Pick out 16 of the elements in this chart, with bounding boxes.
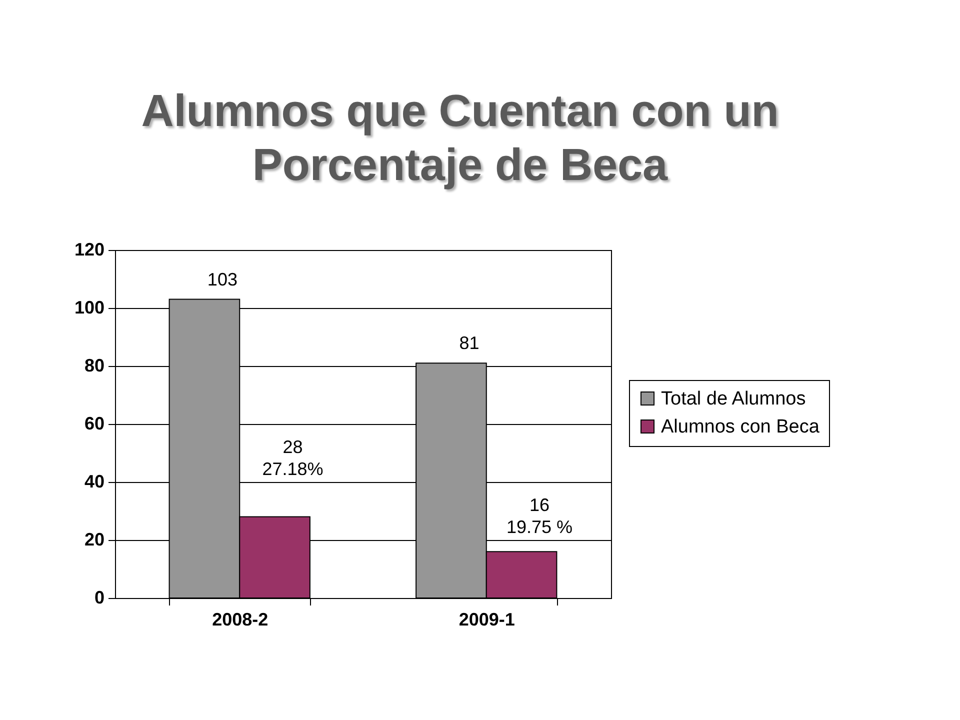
y-tick-label: 40 (84, 472, 104, 492)
x-tick-label: 2008-2 (212, 610, 268, 630)
legend-label: Total de Alumnos (661, 388, 806, 410)
data-label: 103 (207, 269, 238, 290)
data-label: 16 19.75 % (506, 495, 573, 537)
legend-label: Alumnos con Beca (661, 416, 820, 438)
data-label: 28 27.18% (262, 437, 324, 479)
y-tick-label: 20 (84, 530, 104, 550)
y-tick-label: 100 (74, 298, 104, 318)
data-label: 81 (459, 333, 480, 354)
chart-title: Alumnos que Cuentan con un Porcentaje de Beca (140, 84, 780, 192)
y-tick-label: 80 (84, 356, 104, 376)
y-tick-label: 120 (74, 240, 104, 260)
x-tick-label: 2009-1 (458, 610, 515, 630)
y-tick-label: 0 (94, 588, 104, 608)
y-tick-label: 60 (84, 414, 104, 434)
